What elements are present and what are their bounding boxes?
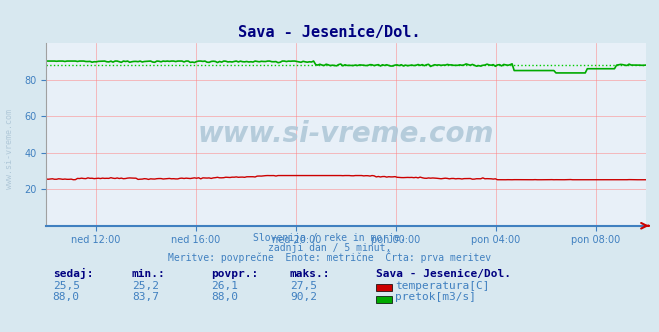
Text: Sava - Jesenice/Dol.: Sava - Jesenice/Dol. <box>239 25 420 40</box>
Text: Sava - Jesenice/Dol.: Sava - Jesenice/Dol. <box>376 269 511 279</box>
Text: 27,5: 27,5 <box>290 281 317 291</box>
Text: 25,2: 25,2 <box>132 281 159 291</box>
Text: povpr.:: povpr.: <box>211 269 258 279</box>
Text: sedaj:: sedaj: <box>53 268 93 279</box>
Text: pretok[m3/s]: pretok[m3/s] <box>395 292 476 302</box>
Text: maks.:: maks.: <box>290 269 330 279</box>
Text: 83,7: 83,7 <box>132 292 159 302</box>
Text: 88,0: 88,0 <box>53 292 80 302</box>
Text: min.:: min.: <box>132 269 165 279</box>
Text: 90,2: 90,2 <box>290 292 317 302</box>
Text: Slovenija / reke in morje.: Slovenija / reke in morje. <box>253 233 406 243</box>
Text: zadnji dan / 5 minut.: zadnji dan / 5 minut. <box>268 243 391 253</box>
Text: 25,5: 25,5 <box>53 281 80 291</box>
Text: Meritve: povprečne  Enote: metrične  Črta: prva meritev: Meritve: povprečne Enote: metrične Črta:… <box>168 251 491 263</box>
Text: www.si-vreme.com: www.si-vreme.com <box>198 121 494 148</box>
Text: 26,1: 26,1 <box>211 281 238 291</box>
Text: www.si-vreme.com: www.si-vreme.com <box>5 110 14 189</box>
Text: 88,0: 88,0 <box>211 292 238 302</box>
Text: temperatura[C]: temperatura[C] <box>395 281 490 291</box>
